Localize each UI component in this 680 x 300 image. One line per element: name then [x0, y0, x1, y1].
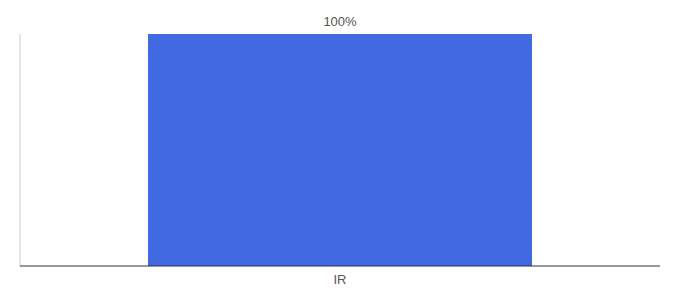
x-axis-line	[20, 266, 660, 267]
chart-svg: IR 100%	[0, 0, 680, 300]
bar	[148, 34, 532, 266]
bars	[148, 34, 532, 266]
y-axis-line	[20, 34, 21, 266]
chart-container: IR 100%	[0, 0, 680, 300]
data-label: 100%	[323, 14, 357, 29]
x-tick-label: IR	[334, 272, 347, 287]
